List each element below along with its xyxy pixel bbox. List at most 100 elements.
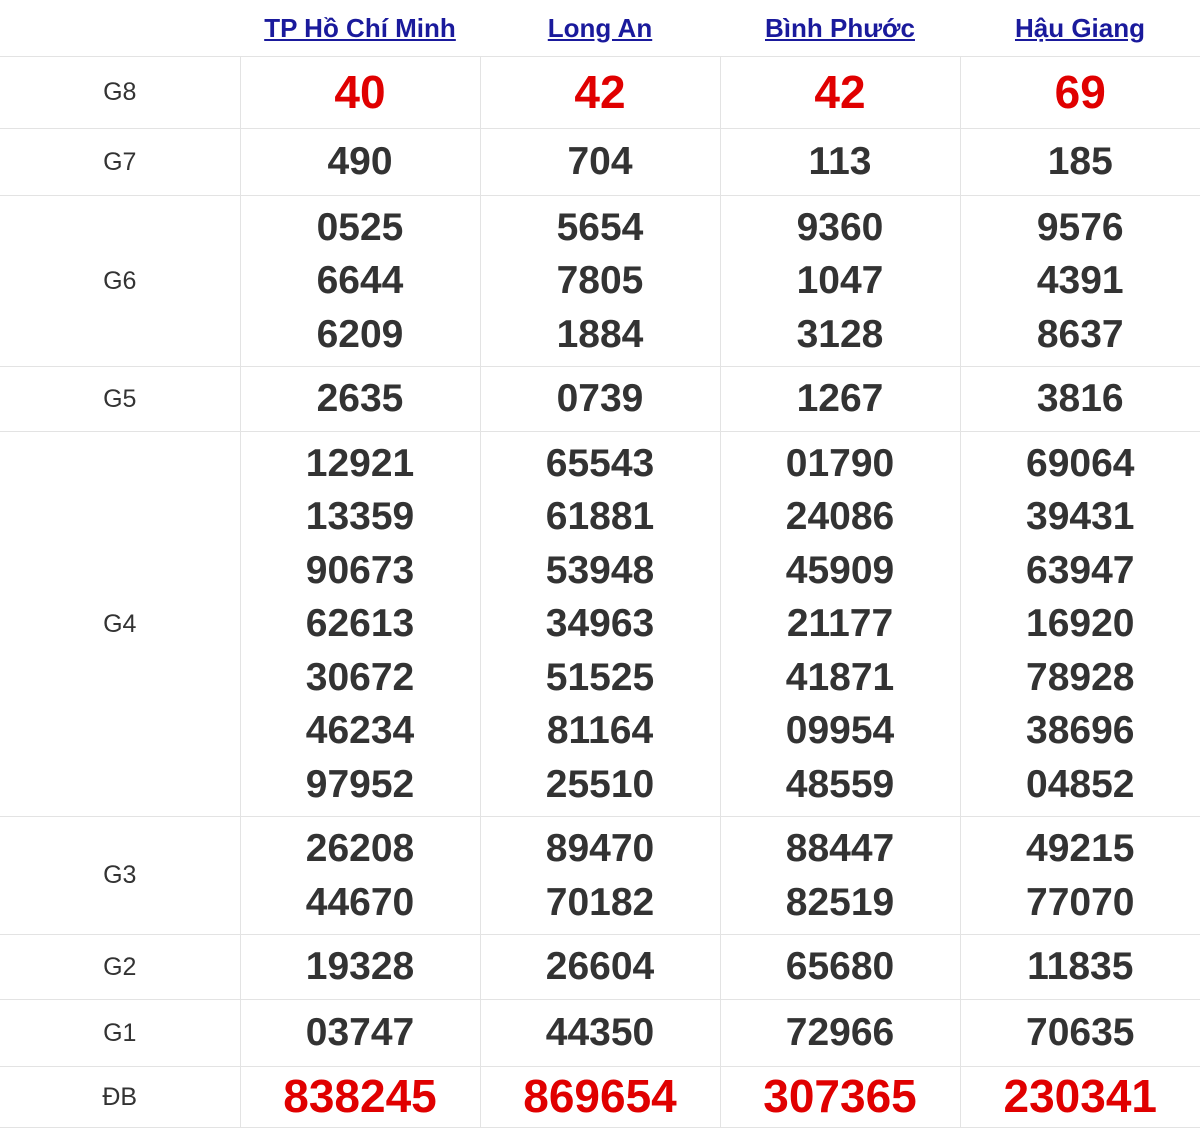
result-number: 82519	[785, 880, 895, 924]
result-number: 26208	[305, 827, 415, 870]
result-cell: 69064 39431 63947 16920 78928 38696 04852	[959, 431, 1200, 817]
result-cell: 44350	[479, 999, 721, 1067]
result-number: 63947	[1026, 548, 1135, 592]
result-cell: 72966	[719, 999, 961, 1067]
result-number: 41871	[785, 655, 895, 699]
result-number: 113	[808, 140, 872, 184]
result-cell: 65543 61881 53948 34963 51525 81164 25510	[479, 431, 721, 817]
result-number: 26604	[545, 945, 655, 989]
result-cell: 838245	[239, 1066, 481, 1128]
prize-label: ĐB	[0, 1066, 241, 1128]
result-number: 230341	[1003, 1070, 1158, 1123]
result-cell: 9576 4391 8637	[959, 195, 1200, 367]
result-number: 62613	[305, 602, 415, 646]
result-number: 90673	[305, 548, 415, 592]
result-number: 39431	[1026, 495, 1135, 539]
result-number: 53948	[545, 548, 655, 592]
prize-row-2: G7 490 704 113 185	[0, 128, 1200, 196]
result-cell: 9360 1047 3128	[719, 195, 961, 367]
result-number: 19328	[305, 945, 415, 989]
prize-label: G5	[0, 366, 241, 432]
province-link[interactable]: Hậu Giang	[1014, 12, 1145, 43]
result-cell: 113	[719, 128, 961, 196]
prize-label: G2	[0, 934, 241, 1000]
result-number: 46234	[305, 709, 415, 753]
result-cell: 3816	[959, 366, 1200, 432]
result-cell: 19328	[239, 934, 481, 1000]
result-number: 3128	[796, 312, 884, 356]
result-number: 16920	[1026, 602, 1135, 646]
result-cell: 89470 70182	[479, 816, 721, 935]
result-cell: 2635	[239, 366, 481, 432]
result-number: 77070	[1026, 880, 1135, 924]
result-number: 42	[574, 65, 626, 118]
result-number: 1047	[796, 259, 884, 303]
result-number: 2635	[316, 377, 404, 421]
result-cell: 65680	[719, 934, 961, 1000]
result-number: 04852	[1026, 762, 1135, 806]
prize-row-9: ĐB 838245 869654 307365 230341	[0, 1066, 1200, 1128]
province-header: TP Hồ Chí Minh	[240, 0, 480, 57]
prize-row-8: G1 03747 44350 72966 70635	[0, 999, 1200, 1067]
result-number: 12921	[305, 441, 415, 485]
result-number: 40	[334, 65, 386, 118]
result-number: 44670	[305, 880, 415, 924]
prize-label: G8	[0, 56, 241, 129]
result-number: 6644	[316, 259, 404, 303]
prize-label: G3	[0, 816, 241, 935]
result-number: 01790	[785, 441, 895, 485]
result-number: 11835	[1027, 945, 1134, 989]
result-number: 70182	[545, 880, 655, 924]
result-number: 1884	[556, 312, 644, 356]
result-cell: 40	[239, 56, 481, 129]
province-link[interactable]: Long An	[547, 12, 653, 43]
prize-label: G4	[0, 431, 241, 817]
result-number: 65543	[545, 441, 655, 485]
prize-label: G1	[0, 999, 241, 1067]
result-number: 61881	[545, 495, 655, 539]
result-number: 1267	[796, 377, 884, 421]
result-number: 21177	[786, 602, 894, 646]
result-number: 34963	[545, 602, 655, 646]
result-cell: 26604	[479, 934, 721, 1000]
result-cell: 869654	[479, 1066, 721, 1128]
empty-header	[0, 0, 240, 57]
result-cell: 69	[959, 56, 1200, 129]
result-number: 69	[1054, 65, 1106, 118]
province-link[interactable]: Bình Phước	[765, 12, 915, 43]
result-cell: 42	[719, 56, 961, 129]
result-number: 307365	[763, 1070, 917, 1123]
result-cell: 1267	[719, 366, 961, 432]
result-number: 44350	[545, 1011, 655, 1055]
prize-row-1: G8 40 42 42 69	[0, 56, 1200, 129]
result-cell: 185	[959, 128, 1200, 196]
header-row: TP Hồ Chí Minh Long An Bình Phước Hậu Giang	[0, 0, 1200, 57]
result-cell: 42	[479, 56, 721, 129]
result-cell: 5654 7805 1884	[479, 195, 721, 367]
result-number: 42	[814, 65, 866, 118]
result-cell: 26208 44670	[239, 816, 481, 935]
result-number: 7805	[556, 259, 644, 303]
result-number: 9576	[1036, 205, 1124, 249]
result-cell: 49215 77070	[959, 816, 1200, 935]
prize-row-6: G3 26208 44670 89470 70182 88447 82519 49215 770…	[0, 816, 1200, 935]
result-number: 69064	[1026, 441, 1135, 485]
result-number: 45909	[785, 548, 895, 592]
result-number: 65680	[785, 945, 895, 989]
prize-row-7: G2 19328 26604 65680 11835	[0, 934, 1200, 1000]
prize-row-3: G6 0525 6644 6209 5654 7805 1884 9360 1047 3128 95…	[0, 195, 1200, 367]
result-number: 89470	[545, 827, 655, 870]
result-number: 9360	[796, 205, 884, 249]
prize-label: G7	[0, 128, 241, 196]
result-cell: 0739	[479, 366, 721, 432]
result-number: 72966	[785, 1011, 895, 1055]
result-number: 81164	[546, 709, 654, 753]
result-cell: 704	[479, 128, 721, 196]
province-header: Bình Phước	[720, 0, 960, 57]
province-link[interactable]: TP Hồ Chí Minh	[264, 12, 456, 43]
result-number: 51525	[545, 655, 655, 699]
result-number: 0739	[556, 377, 644, 421]
result-number: 09954	[785, 709, 895, 753]
province-header: Hậu Giang	[960, 0, 1200, 57]
result-number: 838245	[283, 1070, 437, 1123]
